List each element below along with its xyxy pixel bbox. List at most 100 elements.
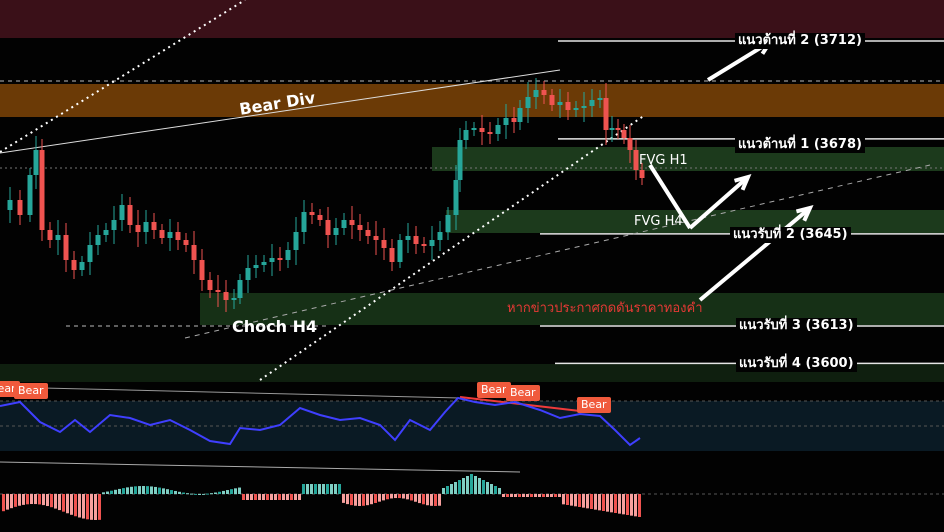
macd-bar xyxy=(10,494,13,509)
resistance-2-label: แนวต้านที่ 2 (3712) xyxy=(735,33,865,49)
candle-body xyxy=(341,220,347,228)
candle-body xyxy=(511,118,517,122)
macd-bar xyxy=(58,494,61,511)
macd-bar xyxy=(238,487,241,494)
macd-bar xyxy=(310,484,313,494)
macd-bar xyxy=(470,474,473,494)
macd-bar xyxy=(518,494,521,497)
macd-bar xyxy=(598,494,601,511)
candle-body xyxy=(597,98,603,100)
candle-body xyxy=(437,232,443,240)
candle-body xyxy=(167,232,173,238)
candle-body xyxy=(261,262,267,265)
macd-bar xyxy=(254,494,257,500)
macd-bar xyxy=(382,494,385,501)
candle-body xyxy=(453,180,459,215)
macd-bar xyxy=(202,493,205,495)
candle-body xyxy=(71,260,77,270)
macd-bar xyxy=(218,491,221,494)
candle-body xyxy=(293,232,299,250)
candle-body xyxy=(55,235,61,240)
macd-bar xyxy=(266,494,269,500)
top-band xyxy=(0,0,944,38)
macd-bar xyxy=(446,486,449,494)
candle-body xyxy=(349,220,355,225)
candle-body xyxy=(429,240,435,246)
macd-bar xyxy=(614,494,617,513)
macd-bar xyxy=(398,494,401,499)
candle-body xyxy=(495,125,501,134)
macd-bar xyxy=(502,494,505,497)
macd-bar xyxy=(226,490,229,494)
macd-bar xyxy=(290,494,293,500)
candle-body xyxy=(27,175,33,215)
choch-h4-annotation: Choch H4 xyxy=(232,317,318,336)
macd-bar xyxy=(70,494,73,515)
candle-body xyxy=(397,240,403,262)
candle-body xyxy=(517,108,523,122)
macd-bar xyxy=(530,494,533,497)
candle-body xyxy=(183,240,189,245)
candle-body xyxy=(639,170,645,178)
candle-body xyxy=(615,128,621,130)
macd-bar xyxy=(434,494,437,506)
macd-bar xyxy=(122,488,125,494)
macd-bar xyxy=(542,494,545,497)
macd-bar xyxy=(34,494,37,505)
candle-body xyxy=(151,222,157,230)
macd-bar xyxy=(486,482,489,494)
candle-body xyxy=(421,244,427,246)
macd-bar xyxy=(286,494,289,500)
macd-bar xyxy=(298,494,301,500)
news-note: หากข่าวประกาศกดดันราคาทองคำ xyxy=(507,301,703,316)
macd-bar xyxy=(234,488,237,494)
macd-bar xyxy=(246,494,249,500)
macd-bar xyxy=(402,494,405,499)
macd-bar xyxy=(322,484,325,494)
arrow-head xyxy=(733,173,752,191)
candle-body xyxy=(405,236,411,240)
candle-body xyxy=(309,212,315,215)
support-3-label: แนวรับที่ 3 (3613) xyxy=(736,318,857,334)
macd-bar xyxy=(2,494,5,512)
candle-body xyxy=(365,230,371,236)
macd-bar xyxy=(170,490,173,494)
candle-body xyxy=(487,132,493,134)
macd-bar xyxy=(94,494,97,520)
macd-bar xyxy=(458,480,461,494)
macd-bar xyxy=(454,482,457,494)
macd-bar xyxy=(210,493,213,495)
candle-body xyxy=(277,258,283,260)
macd-bar xyxy=(38,494,41,505)
macd-bar xyxy=(14,494,17,507)
candle-body xyxy=(573,108,579,110)
macd-bar xyxy=(338,484,341,494)
macd-bar xyxy=(230,489,233,494)
dotted-trendline xyxy=(0,0,246,153)
macd-bar xyxy=(378,494,381,502)
candle-body xyxy=(609,128,615,130)
macd-bar xyxy=(30,494,33,505)
macd-bar xyxy=(362,494,365,506)
macd-bar xyxy=(478,478,481,494)
bear-div-line xyxy=(0,69,561,154)
candle-body xyxy=(503,118,509,125)
macd-bar xyxy=(306,484,309,494)
macd-bar xyxy=(186,493,189,495)
candle-body xyxy=(533,90,539,97)
macd-bar xyxy=(450,484,453,494)
macd-bar xyxy=(294,494,297,500)
macd-bar xyxy=(534,494,537,497)
macd-bar xyxy=(66,494,69,514)
trend-dashed-line xyxy=(184,164,931,339)
candle-body xyxy=(581,106,587,108)
support-2-label: แนวรับที่ 2 (3645) xyxy=(730,227,851,243)
macd-bar xyxy=(114,489,117,494)
macd-bar xyxy=(182,492,185,494)
macd-bar xyxy=(194,493,197,495)
macd-bar xyxy=(498,488,501,494)
macd-bar xyxy=(62,494,65,512)
candle-body xyxy=(373,236,379,240)
macd-bar xyxy=(526,494,529,497)
